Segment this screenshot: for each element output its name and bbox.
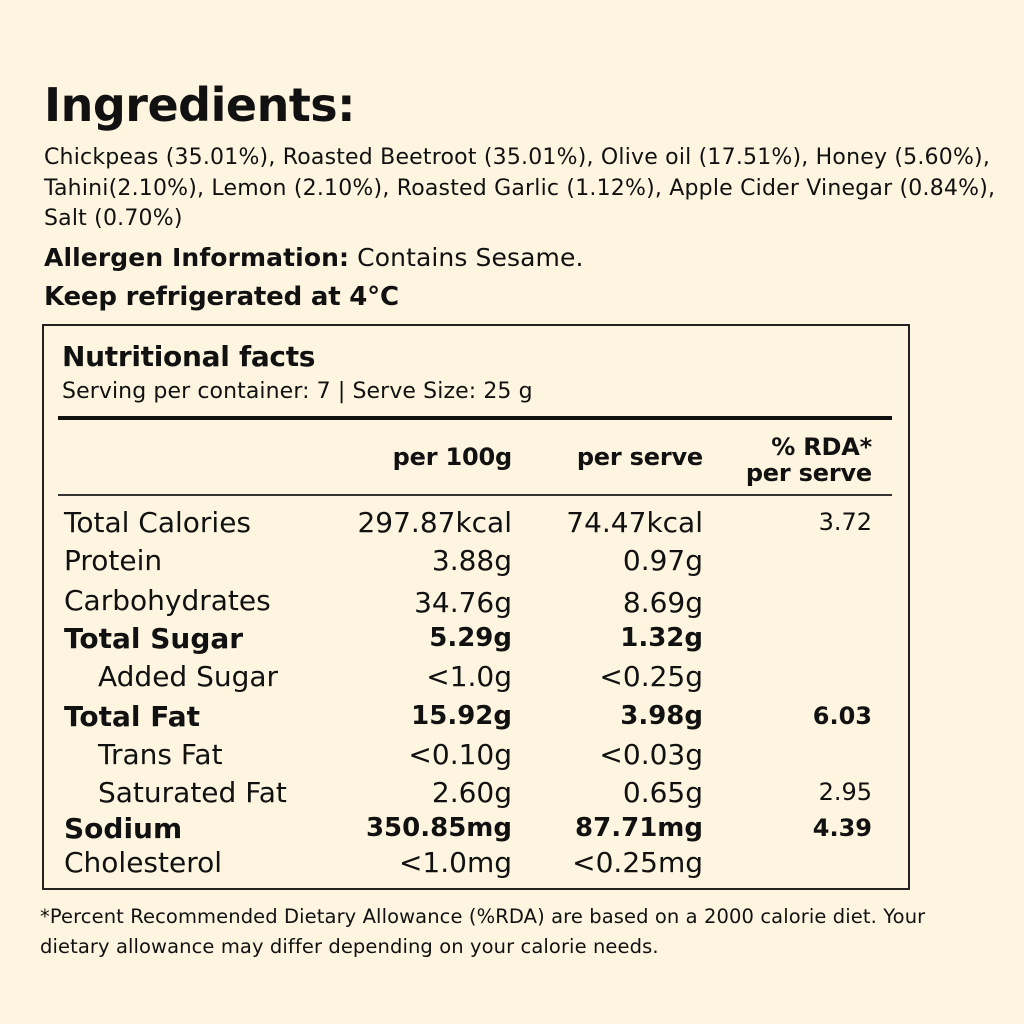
value-per100g: <0.10g — [408, 738, 512, 771]
column-header-per-serve: per serve — [576, 443, 703, 471]
value-per-serve: 3.98g — [620, 701, 703, 731]
value-rda: 6.03 — [812, 702, 872, 730]
value-per-serve: <0.25g — [599, 660, 703, 693]
ingredients-title: Ingredients: — [44, 78, 356, 132]
table-row: Added Sugar <1.0g <0.25g — [44, 660, 908, 698]
ingredients-list: Chickpeas (35.01%), Roasted Beetroot (35… — [44, 145, 996, 231]
header-divider-thick — [58, 416, 892, 420]
nutrient-name: Total Sugar — [64, 622, 244, 655]
nutrient-name: Protein — [64, 544, 163, 577]
value-per100g: 5.29g — [429, 623, 512, 653]
value-per-serve: <0.25mg — [572, 846, 703, 879]
table-row: Trans Fat <0.10g <0.03g — [44, 738, 908, 776]
nutrient-name: Cholesterol — [64, 846, 223, 879]
column-header-rda: % RDA* per serve — [746, 434, 872, 486]
value-per100g: 34.76g — [414, 586, 512, 619]
value-per100g: 297.87kcal — [357, 506, 512, 539]
rda-header-line2: per serve — [745, 459, 872, 487]
value-per100g: <1.0mg — [398, 846, 512, 879]
allergen-info: Allergen Information: Contains Sesame. — [44, 243, 584, 272]
value-per100g: 350.85mg — [365, 813, 512, 843]
table-row: Saturated Fat 2.60g 0.65g 2.95 — [44, 776, 908, 814]
value-per100g: 3.88g — [431, 544, 512, 577]
table-row: Total Fat 15.92g 3.98g 6.03 — [44, 700, 908, 738]
table-row: Sodium 350.85mg 87.71mg 4.39 — [44, 812, 908, 850]
serving-info: Serving per container: 7 | Serve Size: 2… — [62, 379, 533, 404]
allergen-label: Allergen Information: — [44, 243, 350, 272]
table-row: Protein 3.88g 0.97g — [44, 544, 908, 582]
nutrition-facts-panel: Nutritional facts Serving per container:… — [42, 324, 910, 890]
nutrient-name: Saturated Fat — [98, 776, 287, 809]
table-row: Total Sugar 5.29g 1.32g — [44, 622, 908, 660]
value-per100g: 15.92g — [411, 701, 512, 731]
nutrient-name: Added Sugar — [98, 660, 279, 693]
value-per-serve: <0.03g — [599, 738, 703, 771]
value-per-serve: 0.65g — [622, 776, 703, 809]
table-row: Carbohydrates 34.76g 8.69g — [44, 584, 908, 622]
nutrient-name: Sodium — [64, 812, 183, 845]
value-per-serve: 87.71mg — [575, 813, 703, 843]
allergen-value: Contains Sesame. — [357, 243, 584, 272]
value-rda: 2.95 — [818, 778, 872, 806]
value-per-serve: 8.69g — [622, 586, 703, 619]
value-per100g: 2.60g — [431, 776, 512, 809]
value-per-serve: 74.47kcal — [566, 506, 703, 539]
rda-header-line1: % RDA* — [771, 433, 872, 461]
table-row: Total Calories 297.87kcal 74.47kcal 3.72 — [44, 506, 908, 544]
nutrient-name: Total Fat — [64, 700, 201, 733]
nutrient-name: Carbohydrates — [64, 584, 271, 617]
value-per-serve: 1.32g — [620, 623, 703, 653]
column-header-per100g: per 100g — [392, 443, 513, 471]
table-row: Cholesterol <1.0mg <0.25mg — [44, 846, 908, 884]
storage-instruction: Keep refrigerated at 4°C — [44, 282, 399, 312]
rda-footnote: *Percent Recommended Dietary Allowance (… — [40, 905, 926, 958]
nutrition-title: Nutritional facts — [62, 340, 316, 373]
value-rda: 4.39 — [812, 814, 872, 842]
value-per-serve: 0.97g — [622, 544, 703, 577]
header-divider-thin — [58, 494, 892, 496]
value-rda: 3.72 — [818, 508, 872, 536]
nutrient-name: Trans Fat — [98, 738, 223, 771]
value-per100g: <1.0g — [426, 660, 512, 693]
nutrient-name: Total Calories — [64, 506, 252, 539]
